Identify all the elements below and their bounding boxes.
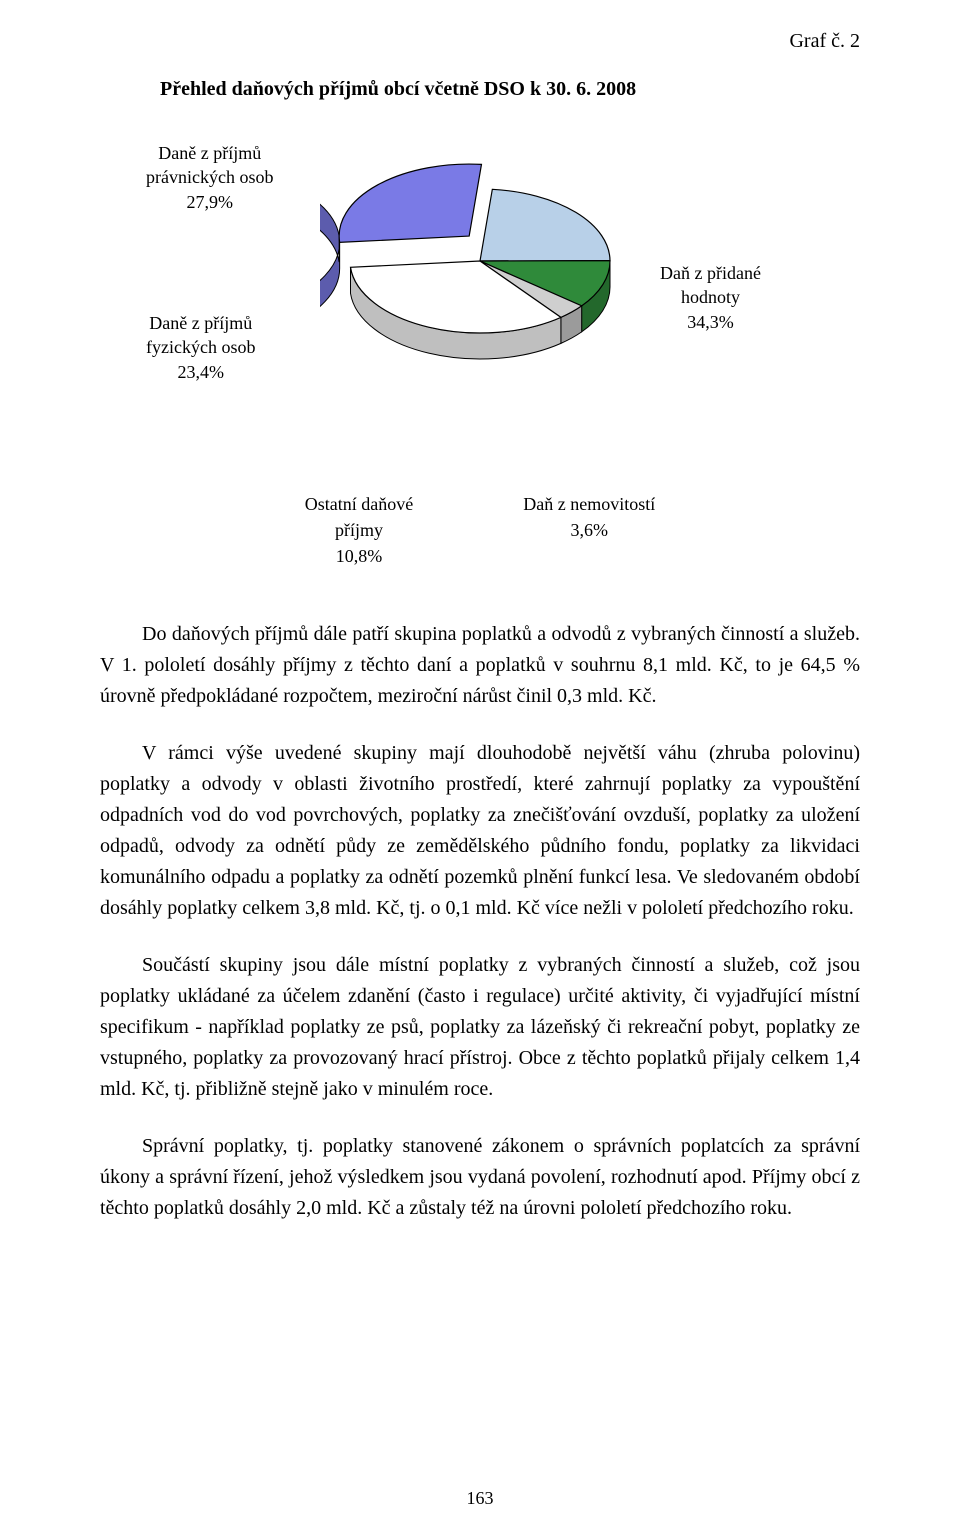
body-paragraph: Do daňových příjmů dále patří skupina po… xyxy=(100,619,860,712)
paragraph-text: V rámci výše uvedené skupiny mají dlouho… xyxy=(100,742,860,919)
pie-chart-svg xyxy=(320,141,640,401)
body-paragraph: V rámci výše uvedené skupiny mají dlouho… xyxy=(100,738,860,924)
below-chart-labels: Ostatní daňové příjmy 10,8% Daň z nemovi… xyxy=(100,491,860,569)
slice-label-pridane: Daň z přidané hodnoty 34,3% xyxy=(660,261,761,334)
label-pct: 27,9% xyxy=(186,192,233,212)
chart-title: Přehled daňových příjmů obcí včetně DSO … xyxy=(160,78,860,101)
pie-chart xyxy=(320,141,640,401)
label-line: příjmy xyxy=(335,520,383,540)
label-line: Daně z příjmů xyxy=(149,313,252,333)
label-line: fyzických osob xyxy=(146,337,255,357)
label-pct: 34,3% xyxy=(687,312,734,332)
label-line: Daň z přidané xyxy=(660,263,761,283)
slice-label-pravnickych: Daně z příjmů právnických osob 27,9% xyxy=(146,141,273,214)
label-pct: 10,8% xyxy=(336,546,383,566)
body-paragraph: Součástí skupiny jsou dále místní poplat… xyxy=(100,950,860,1105)
slice-label-nemovitosti: Daň z nemovitostí 3,6% xyxy=(523,491,655,569)
slice-label-ostatni: Ostatní daňové příjmy 10,8% xyxy=(305,491,413,569)
label-line: Daň z nemovitostí xyxy=(523,494,655,514)
label-line: hodnoty xyxy=(681,287,740,307)
body-paragraph: Správní poplatky, tj. poplatky stanovené… xyxy=(100,1131,860,1224)
label-pct: 23,4% xyxy=(177,362,224,382)
label-line: právnických osob xyxy=(146,167,273,187)
slice-label-fyzickych: Daně z příjmů fyzických osob 23,4% xyxy=(146,311,255,384)
label-line: Daně z příjmů xyxy=(158,143,261,163)
pie-chart-area: Daně z příjmů právnických osob 27,9% Dan… xyxy=(100,121,860,461)
page-number: 163 xyxy=(0,1488,960,1509)
label-pct: 3,6% xyxy=(570,520,608,540)
paragraph-text: Součástí skupiny jsou dále místní poplat… xyxy=(100,954,860,1100)
graf-number-label: Graf č. 2 xyxy=(789,30,860,53)
paragraph-text: Do daňových příjmů dále patří skupina po… xyxy=(100,623,860,707)
label-line: Ostatní daňové xyxy=(305,494,413,514)
paragraph-text: Správní poplatky, tj. poplatky stanovené… xyxy=(100,1135,860,1219)
